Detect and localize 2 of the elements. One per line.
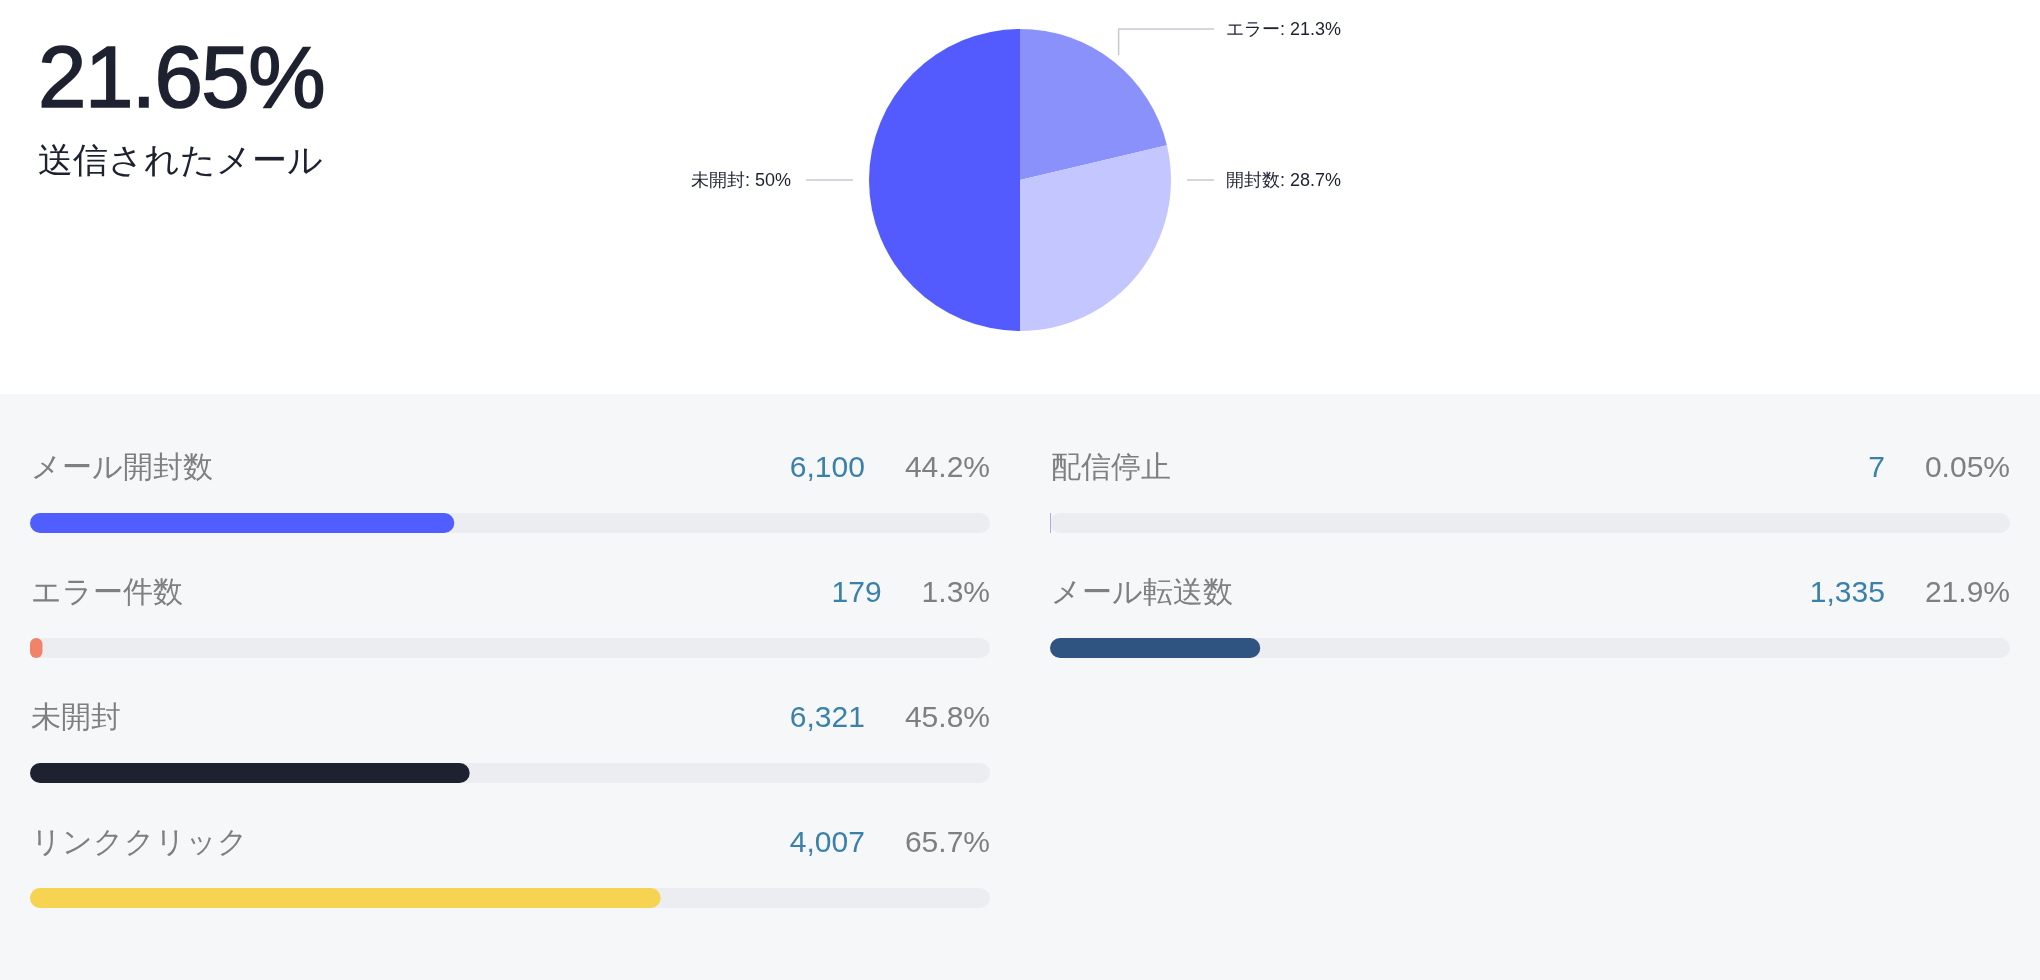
- subtitle: 送信されたメール: [38, 140, 323, 179]
- title: 21.65%: [38, 28, 325, 125]
